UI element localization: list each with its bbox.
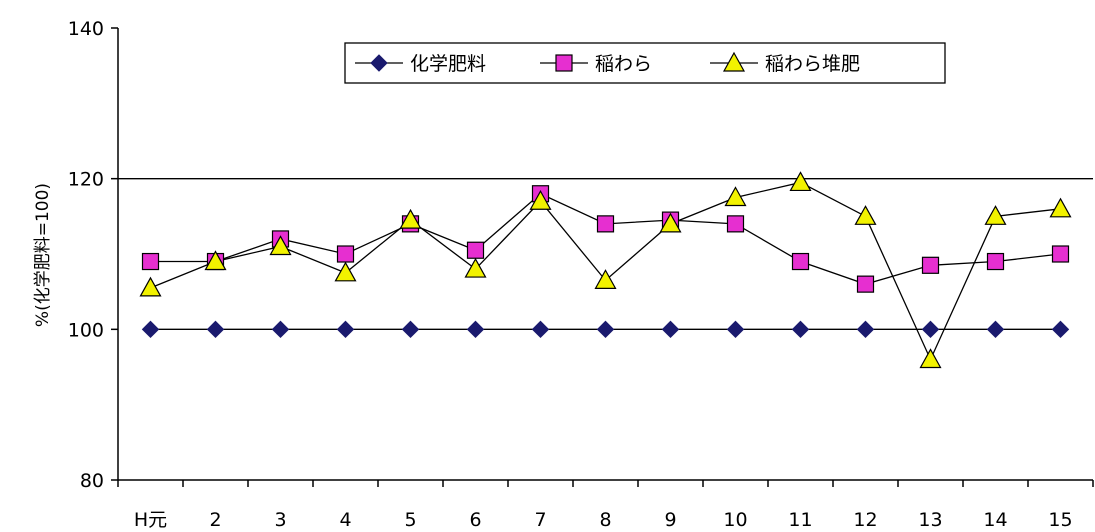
x-tick-label: 10 — [723, 509, 747, 531]
data-point-3 — [594, 269, 617, 289]
data-point-2 — [921, 256, 940, 274]
data-point-1 — [921, 320, 940, 339]
data-point-2 — [141, 252, 160, 271]
y-tick-label: 140 — [68, 18, 104, 40]
data-point-1 — [401, 320, 420, 339]
data-point-1 — [1051, 320, 1070, 339]
data-point-3 — [919, 348, 942, 369]
data-point-1 — [856, 320, 875, 339]
data-point-2 — [986, 252, 1005, 271]
legend: 化学肥料 稲わら 稲わら堆肥 — [344, 42, 946, 84]
legend-label-3: 稲わら堆肥 — [765, 53, 860, 75]
x-tick-label: H元 — [134, 509, 167, 531]
markers-layer — [139, 171, 1072, 369]
x-tick-label: 4 — [339, 509, 351, 531]
data-point-1 — [271, 320, 290, 339]
data-point-1 — [206, 320, 225, 339]
data-point-3 — [659, 212, 682, 233]
data-point-3 — [464, 257, 487, 278]
legend-marker-1 — [370, 54, 388, 72]
y-tick-label: 80 — [80, 470, 104, 492]
x-tick-label: 2 — [209, 509, 221, 531]
axes-layer — [111, 27, 1094, 487]
data-point-1 — [661, 320, 680, 339]
data-point-2 — [1051, 245, 1070, 263]
legend-marker-2 — [555, 54, 573, 72]
legend-label-2: 稲わら — [595, 53, 652, 75]
data-point-3 — [269, 235, 292, 256]
data-point-2 — [336, 245, 355, 263]
data-point-3 — [334, 261, 357, 282]
data-point-3 — [1049, 197, 1072, 218]
data-point-1 — [726, 320, 745, 339]
data-point-1 — [141, 320, 160, 339]
x-tick-label: 6 — [469, 509, 481, 531]
x-tick-label: 14 — [983, 509, 1007, 531]
data-point-3 — [204, 250, 227, 271]
x-tick-label: 8 — [599, 509, 611, 531]
data-point-1 — [336, 320, 355, 339]
tick-labels-layer: 80 100 120 140 H元 2 3 4 5 6 7 8 9 10 11 12 13 14 15 — [68, 18, 1073, 531]
data-point-1 — [466, 320, 485, 339]
data-point-3 — [399, 208, 422, 229]
data-point-1 — [596, 320, 615, 339]
data-point-1 — [531, 320, 550, 339]
data-point-3 — [724, 186, 747, 207]
x-tick-label: 12 — [853, 509, 877, 531]
y-tick-label: 120 — [68, 169, 104, 191]
legend-box — [344, 42, 946, 84]
x-tick-label: 9 — [664, 509, 676, 531]
x-tick-label: 13 — [918, 509, 942, 531]
data-point-3 — [854, 205, 877, 225]
data-point-3 — [139, 276, 162, 297]
x-tick-label: 7 — [534, 509, 546, 531]
data-point-1 — [791, 320, 810, 339]
x-tick-label: 3 — [274, 509, 286, 531]
data-point-3 — [984, 205, 1007, 225]
data-point-3 — [789, 171, 812, 192]
x-tick-label: 11 — [788, 509, 812, 531]
data-point-2 — [466, 241, 485, 259]
y-tick-label: 100 — [68, 319, 104, 341]
x-tick-label: 15 — [1048, 509, 1072, 531]
y-axis-label: %(化学肥料=100) — [33, 183, 53, 327]
x-tick-label: 5 — [404, 509, 416, 531]
data-point-2 — [856, 275, 875, 293]
legend-label-1: 化学肥料 — [410, 53, 486, 75]
data-point-2 — [791, 252, 810, 271]
data-point-3 — [529, 190, 552, 210]
data-point-2 — [596, 215, 615, 233]
legend-marker-3 — [722, 51, 746, 72]
data-point-2 — [726, 215, 745, 233]
data-point-1 — [986, 320, 1005, 339]
